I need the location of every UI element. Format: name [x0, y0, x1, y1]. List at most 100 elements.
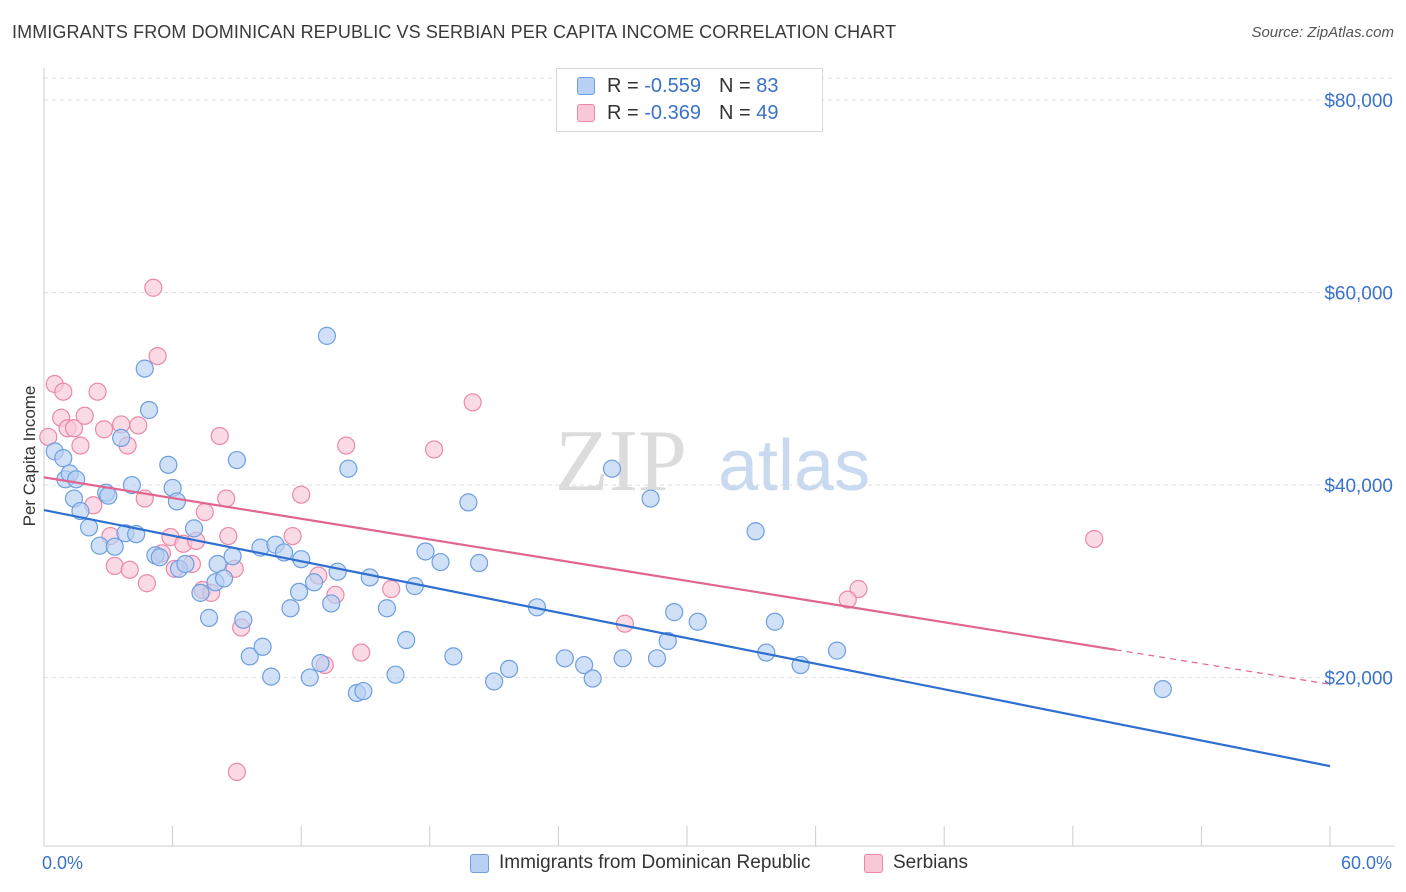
dominican-point [431, 552, 450, 572]
y-tick-label: $40,000 [1324, 476, 1393, 497]
serbian-point [64, 419, 84, 438]
dominican-point [688, 612, 707, 631]
dominican-point [328, 562, 347, 581]
dominican-point [300, 668, 319, 687]
bottom-legend-label: Serbians [893, 852, 968, 873]
dominican-point [167, 492, 186, 511]
y-tick-label: $20,000 [1324, 669, 1393, 690]
legend-row-dominican: R = -0.559 N = 83 [577, 73, 778, 99]
serbian-point [1085, 529, 1104, 549]
bottom-legend-swatch-blue [470, 853, 489, 873]
dominican-point [583, 669, 602, 688]
x-tick-min: 0.0% [42, 853, 84, 873]
legend-r-label: R = [607, 101, 639, 124]
y-tick-label: $80,000 [1324, 91, 1393, 112]
serbian-point [217, 489, 236, 508]
dominican-point [240, 647, 259, 666]
dominican-point [214, 569, 234, 588]
dominican-point [184, 519, 204, 538]
dominican-point [262, 667, 281, 686]
trendline-dominican [43, 509, 1331, 768]
dominican-point [322, 594, 341, 613]
trendline-serbians [43, 476, 1116, 651]
dominican-point [658, 631, 677, 651]
bottom-legend-swatch-pink [864, 853, 883, 873]
serbian-point [292, 485, 311, 504]
serbian-point [463, 393, 482, 412]
dominican-point [827, 641, 847, 660]
trendlines [43, 476, 1331, 768]
serbian-point [283, 526, 302, 546]
legend-r-value: -0.559 [644, 74, 701, 97]
dominican-point [234, 610, 253, 629]
dominican-point [159, 455, 178, 474]
legend-r-value: -0.369 [644, 101, 701, 124]
dominican-point [444, 647, 463, 666]
dominican-point [575, 655, 594, 675]
serbian-point [144, 278, 163, 297]
dominican-point [135, 359, 154, 378]
legend-row-serbians: R = -0.369 N = 49 [577, 100, 778, 126]
y-tick-label: $60,000 [1324, 284, 1393, 305]
dominican-point [317, 326, 337, 345]
serbian-point [71, 436, 90, 455]
dominican-point [71, 501, 90, 521]
dominican-point [150, 548, 169, 567]
dominican-point [199, 608, 219, 627]
stats-legend: R = -0.559 N = 83 R = -0.369 N = 49 [556, 68, 823, 132]
dominican-point [765, 612, 784, 631]
watermark: ZIP atlas [555, 413, 870, 510]
serbian-point [382, 579, 401, 599]
dominican-point [191, 583, 210, 602]
serbian-point [210, 426, 229, 446]
legend-n-label: N = [718, 74, 751, 97]
serbian-point [88, 382, 107, 401]
serbian-point [94, 420, 114, 439]
legend-n-label: N = [718, 101, 751, 124]
x-tick-max: 60.0% [1340, 853, 1392, 873]
dominican-point [555, 649, 574, 668]
dominican-point [377, 599, 397, 618]
bottom-legend-label: Immigrants from Dominican Republic [499, 852, 811, 873]
dominican-point [354, 681, 373, 701]
dominican-point [105, 537, 124, 556]
dominican-point [602, 459, 622, 478]
dominican-point [54, 449, 73, 468]
legend-n-value: 49 [756, 101, 779, 124]
serbian-point [54, 382, 73, 401]
dominican-point [253, 637, 272, 656]
dominican-point [500, 659, 519, 679]
serbian-point [352, 643, 371, 662]
dominican-point [311, 654, 330, 673]
dominican-point [647, 649, 667, 668]
serbian-point [105, 556, 124, 576]
dominican-point [613, 649, 632, 668]
serbian-point [424, 440, 444, 459]
serbian-point [148, 346, 167, 366]
serbian-point [219, 526, 238, 546]
legend-swatch-blue [577, 77, 595, 95]
dominican-point [112, 428, 131, 447]
dominican-point [304, 573, 324, 592]
bottom-legend-dominican: Immigrants from Dominican Republic [470, 852, 811, 874]
bottom-legend-serbians: Serbians [864, 852, 968, 874]
serbian-point [137, 574, 156, 593]
axes [43, 68, 1395, 847]
watermark-zip: ZIP [555, 413, 687, 510]
dominican-point [281, 599, 300, 618]
dominican-point [416, 542, 435, 561]
dominican-point [1153, 680, 1172, 699]
legend-n-value: 83 [756, 74, 779, 97]
dominican-point [641, 489, 660, 508]
dominican-point [339, 459, 358, 478]
dominican-point [746, 522, 765, 541]
serbian-point [195, 502, 214, 522]
dominican-point [90, 536, 109, 555]
trendline-serbians-extension [1115, 649, 1331, 685]
dominican-point [397, 630, 416, 650]
source-credit: Source: ZipAtlas.com [1251, 24, 1394, 41]
chart-title: IMMIGRANTS FROM DOMINICAN REPUBLIC VS SE… [12, 22, 897, 42]
dominican-point [176, 554, 195, 574]
serbian-point [129, 416, 148, 435]
